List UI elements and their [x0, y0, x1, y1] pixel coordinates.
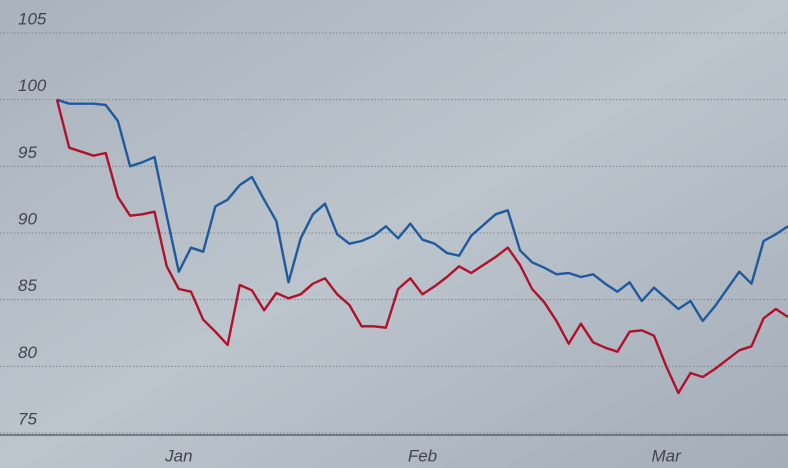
y-tick-label: 100	[18, 76, 47, 95]
x-tick-label: Mar	[652, 446, 683, 465]
line-series	[55, 99, 788, 395]
y-tick-label: 90	[18, 209, 37, 228]
line-series	[56, 98, 788, 323]
x-tick-label: Jan	[164, 446, 192, 465]
y-tick-label: 95	[18, 143, 37, 162]
y-tick-label: 75	[18, 409, 37, 428]
y-tick-label: 80	[18, 343, 37, 362]
y-tick-label: 105	[18, 9, 47, 28]
x-tick-label: Feb	[408, 446, 437, 465]
y-tick-label: 85	[18, 276, 37, 295]
